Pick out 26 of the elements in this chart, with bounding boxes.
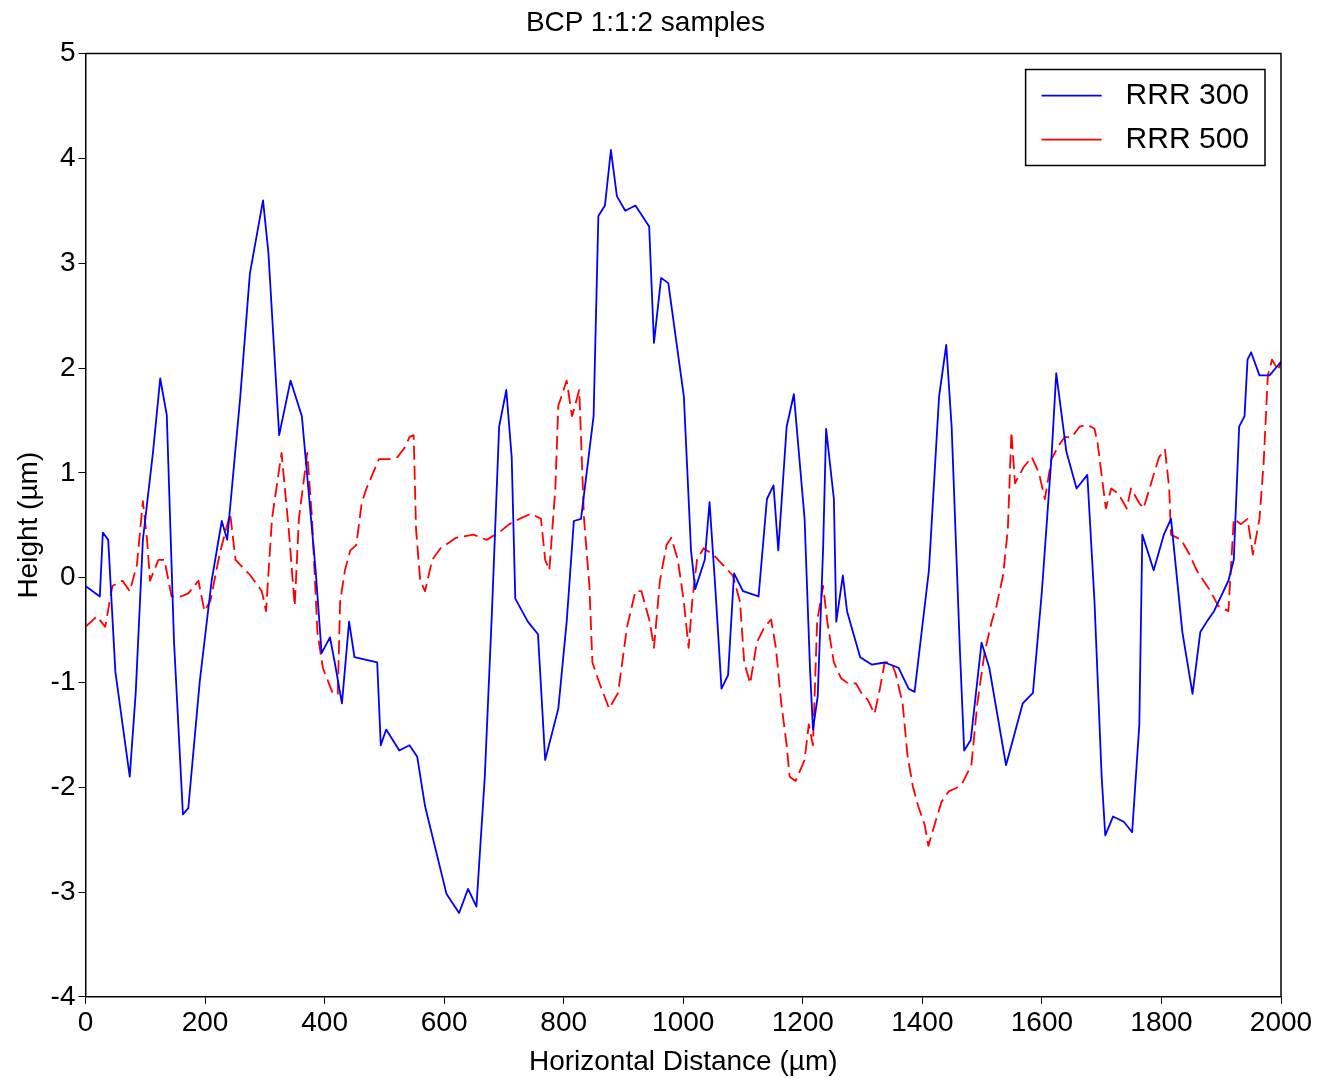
y-tick-label: 0 <box>59 560 76 592</box>
x-tick-label: 1200 <box>771 1006 834 1038</box>
x-tick-label: 1400 <box>891 1006 954 1038</box>
line-series <box>85 358 1281 847</box>
x-tick-label: 600 <box>420 1006 468 1038</box>
legend-label: RRR 500 <box>1125 120 1250 154</box>
x-tick-label: 800 <box>540 1006 588 1038</box>
x-tick-label: 1800 <box>1130 1006 1193 1038</box>
x-tick-label: 1000 <box>652 1006 715 1038</box>
y-tick-label: 2 <box>59 350 76 382</box>
x-tick-label: 2000 <box>1249 1006 1313 1038</box>
y-tick-label: 4 <box>59 141 76 173</box>
legend-label: RRR 300 <box>1125 76 1250 110</box>
y-axis-title: Height (µm) <box>11 451 43 599</box>
x-tick-label: 400 <box>301 1006 348 1038</box>
y-tick-label: -2 <box>50 769 76 801</box>
x-axis-title: Horizontal Distance (µm) <box>528 1044 838 1076</box>
y-tick-label: 3 <box>59 245 76 277</box>
y-tick-label: 5 <box>59 36 76 68</box>
y-tick-label: 1 <box>59 455 76 487</box>
chart-title: BCP 1:1:2 samples <box>525 5 766 37</box>
x-tick-label: 1600 <box>1010 1006 1074 1038</box>
y-tick-label: -1 <box>50 665 76 697</box>
y-tick-label: -4 <box>50 979 76 1011</box>
y-tick-label: -3 <box>50 874 76 906</box>
x-tick-label: 200 <box>181 1006 229 1038</box>
